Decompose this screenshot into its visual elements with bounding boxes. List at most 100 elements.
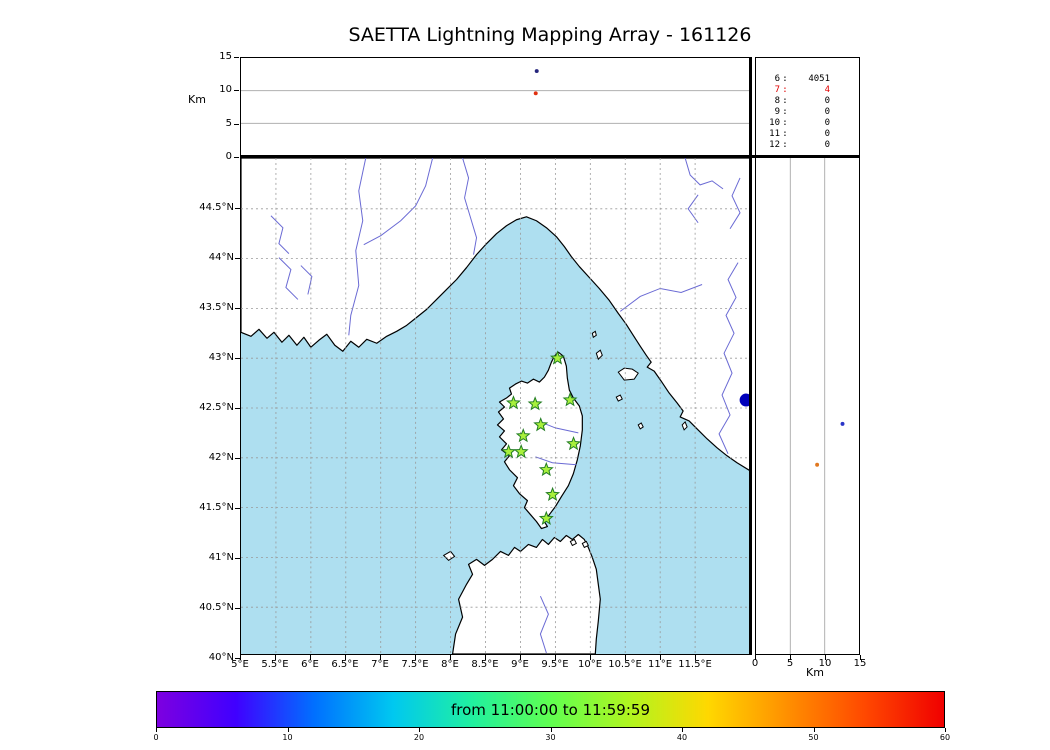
longitude-tick-label: 9.5°E (541, 659, 569, 670)
altitude-tick-label: 10 (219, 84, 232, 96)
longitude-tick-label: 8.5°E (471, 659, 499, 670)
latitude-tick-label: 42°N (208, 452, 234, 463)
station-count-row: 8: 0 (756, 96, 859, 107)
latitude-tick-label: 44°N (208, 252, 234, 263)
sardinia-coastline (451, 533, 601, 654)
altitude-latitude-plot (789, 158, 845, 654)
longitude-tickmark (555, 655, 556, 660)
colorbar-tickmark (156, 728, 157, 732)
colorbar-tick-label: 40 (676, 733, 688, 742)
longitude-tick-label: 11°E (647, 659, 673, 670)
colorbar-tick-label: 20 (413, 733, 425, 742)
latitude-tick-label: 40.5°N (199, 602, 234, 613)
river (278, 257, 299, 300)
longitude-tickmark (345, 655, 346, 660)
altitude-time-points (533, 69, 539, 96)
latitude-tick-label: 43.5°N (199, 302, 234, 313)
altitude-axis-label: Km (188, 93, 206, 106)
longitude-tick-label: 10.5°E (608, 659, 642, 670)
longitude-tick-label: 7.5°E (401, 659, 429, 670)
corsica-coastline (496, 351, 583, 530)
latitude-tickmark (235, 558, 240, 559)
colorbar-label: from 11:00:00 to 11:59:59 (450, 700, 650, 719)
altitude-tickmark (234, 157, 239, 158)
longitude-tick-label: 5°E (231, 659, 249, 670)
river (462, 158, 478, 255)
separator: : (782, 107, 788, 117)
longitude-tickmark (660, 655, 661, 660)
separator: : (782, 129, 788, 139)
lma-station-star (533, 417, 549, 432)
longitude-tickmark (415, 655, 416, 660)
longitude-tickmark (520, 655, 521, 660)
river (270, 215, 290, 254)
km-tickmark (755, 655, 756, 660)
lma-station-star (545, 486, 561, 502)
river (718, 262, 739, 455)
colorbar-tickmark (550, 728, 552, 732)
lightning-event-dot (739, 393, 750, 407)
longitude-tick-label: 5.5°E (261, 659, 289, 670)
latitude-tick-label: 41°N (208, 552, 234, 563)
latitude-tickmark (235, 608, 240, 609)
source-count: 0 (824, 129, 830, 139)
station-id: 12 (769, 140, 780, 150)
km-tickmark (860, 655, 861, 660)
river (684, 158, 724, 190)
longitude-tick-label: 6.5°E (331, 659, 359, 670)
km-tickmark (790, 655, 791, 660)
map-panel (240, 157, 751, 655)
latitude-tickmark (235, 358, 240, 359)
longitude-tickmark (695, 655, 696, 660)
colorbar-tick-label: 50 (808, 733, 819, 742)
source-count: 0 (824, 107, 830, 117)
longitude-tick-label: 8°E (441, 659, 459, 670)
river (539, 596, 549, 654)
colorbar-tickmark (945, 728, 946, 732)
vhf-source-point (815, 462, 820, 467)
station-id: 11 (769, 129, 780, 139)
longitude-tickmark (380, 655, 381, 660)
lma-station-star (538, 461, 554, 477)
longitude-tickmark (240, 655, 241, 660)
gorgona-island (591, 330, 597, 339)
river (535, 456, 577, 466)
station-id: 8 (774, 96, 780, 106)
latitude-tick-label: 41.5°N (199, 502, 234, 513)
latitude-tick-label: 40°N (208, 652, 234, 663)
map-gridlines (241, 158, 750, 654)
station-count-row: 9: 0 (756, 107, 859, 118)
source-count: 0 (824, 140, 830, 150)
latitude-tickmark (235, 658, 240, 659)
altitude-time-gridlines (241, 90, 750, 124)
longitude-tick-label: 11.5°E (678, 659, 712, 670)
altitude-latitude-points (815, 421, 845, 467)
source-count: 0 (824, 96, 830, 106)
station-count-row: 12: 0 (756, 140, 859, 151)
km-tick-label: 5 (786, 658, 794, 669)
separator: : (782, 96, 788, 106)
longitude-tickmark (310, 655, 311, 660)
colorbar-tickmark (682, 728, 683, 732)
vhf-source-point (534, 69, 539, 73)
source-count: 0 (824, 118, 830, 128)
station-id: 7 (774, 85, 780, 95)
colorbar-tick-label: 0 (153, 733, 159, 742)
pianosa-island (615, 394, 623, 402)
lma-station-star (513, 443, 529, 459)
altitude-time-panel (240, 57, 751, 158)
longitude-tick-label: 6°E (301, 659, 319, 670)
lma-station-star (562, 392, 578, 407)
latitude-tick-label: 43°N (208, 352, 234, 363)
longitude-tickmark (450, 655, 451, 660)
elba-island (617, 367, 639, 381)
figure-title: SAETTA Lightning Mapping Array - 161126 (348, 24, 752, 46)
asinara-island (442, 550, 456, 562)
latitude-tick-label: 44.5°N (199, 202, 234, 213)
lma-station-star (538, 510, 554, 525)
altitude-tickmark (234, 57, 239, 58)
separator: : (782, 118, 788, 128)
river (300, 265, 313, 295)
colorbar-tick-label: 10 (282, 733, 293, 742)
altitude-latitude-panel (755, 157, 860, 655)
